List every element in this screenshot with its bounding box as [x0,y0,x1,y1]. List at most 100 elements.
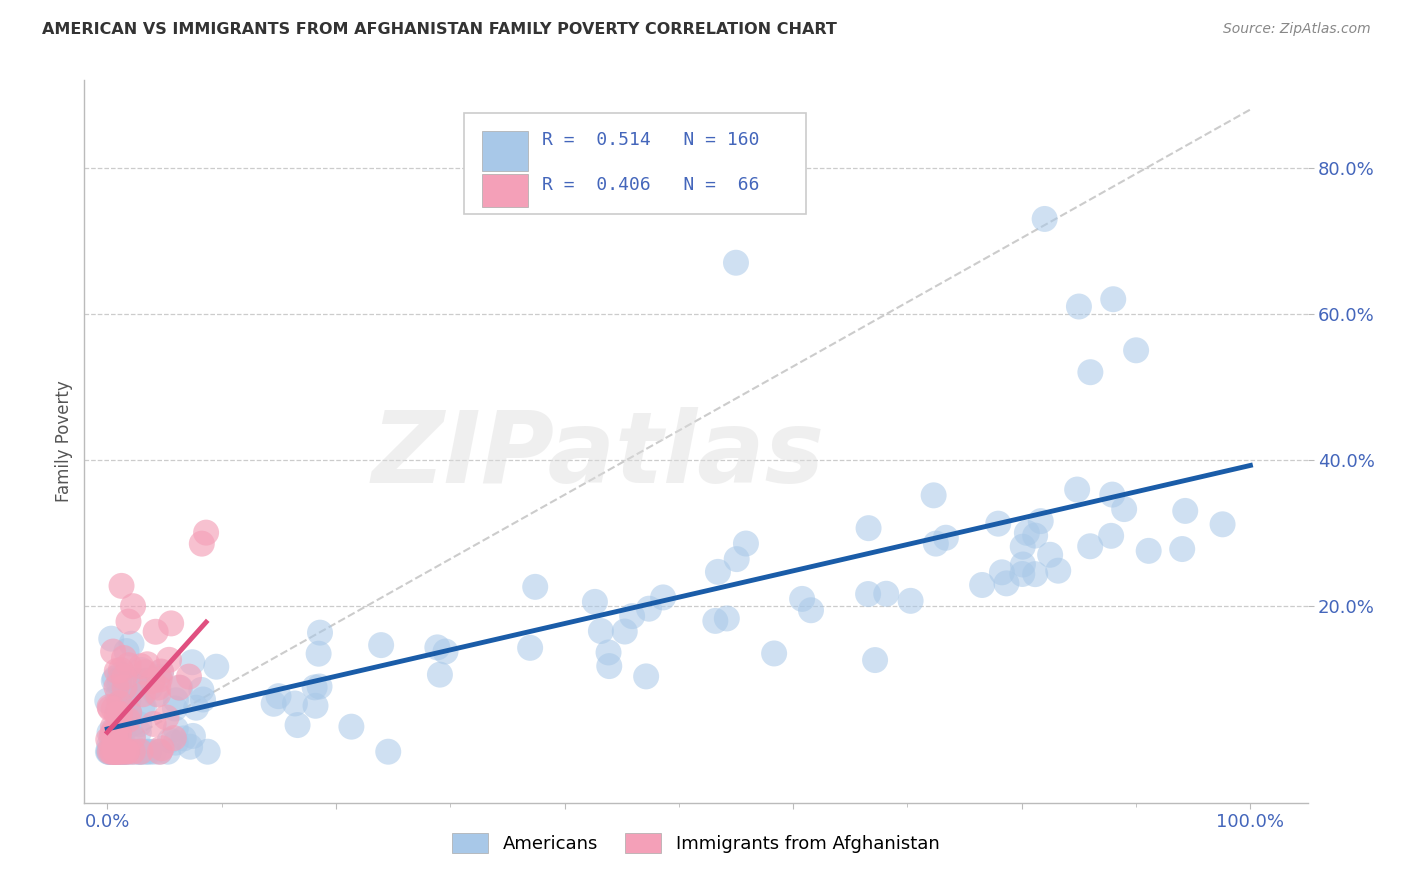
Point [1047,564,1070,578]
Point [621,609,644,624]
Point [150,665,173,679]
Point [103,727,125,741]
Point [1078,539,1101,553]
Point [858,521,880,535]
Point [110,663,132,677]
Point [707,565,730,579]
Point [103,702,125,716]
Point [875,587,897,601]
FancyBboxPatch shape [464,112,806,214]
Text: R =  0.406   N =  66: R = 0.406 N = 66 [541,177,759,194]
Point [991,566,1014,580]
Point [107,703,129,717]
Point [155,710,177,724]
Point [114,745,136,759]
Point [263,697,285,711]
Point [105,707,128,722]
Legend: Americans, Immigrants from Afghanistan: Americans, Immigrants from Afghanistan [447,827,945,859]
Point [97,745,120,759]
Point [110,716,132,731]
Point [110,579,132,593]
Point [169,681,191,695]
Point [195,525,218,540]
Point [1012,558,1035,572]
Point [1125,343,1147,358]
Point [115,644,138,658]
Point [105,745,128,759]
Point [98,725,121,739]
Point [1101,487,1123,501]
Point [104,672,127,686]
Point [519,640,541,655]
Point [150,665,173,679]
Point [100,745,122,759]
Point [105,664,128,678]
Point [163,731,186,745]
Point [638,601,661,615]
Point [304,681,326,695]
Point [115,713,138,727]
Point [135,745,157,759]
Point [284,697,307,711]
Point [583,595,606,609]
Text: AMERICAN VS IMMIGRANTS FROM AFGHANISTAN FAMILY POVERTY CORRELATION CHART: AMERICAN VS IMMIGRANTS FROM AFGHANISTAN … [42,22,837,37]
Point [100,632,122,646]
Point [112,725,135,739]
Point [613,624,636,639]
Point [165,693,187,707]
Point [716,611,738,625]
Point [122,745,145,759]
Point [105,680,128,694]
Point [1099,529,1122,543]
Point [108,672,131,686]
Point [103,745,125,759]
Point [129,745,152,759]
Point [1102,292,1125,306]
Point [426,640,449,655]
Point [103,745,125,759]
Point [652,591,675,605]
Point [118,706,141,721]
Point [98,743,121,757]
Point [136,657,159,672]
Point [110,745,132,759]
Point [922,488,945,502]
Point [159,733,181,747]
Text: ZIPatlas: ZIPatlas [371,408,825,505]
Point [1066,483,1088,497]
Point [114,698,136,713]
Point [101,727,124,741]
Point [148,681,170,695]
Point [108,696,131,710]
Point [995,576,1018,591]
Point [115,745,138,759]
Point [118,745,141,759]
Point [105,745,128,759]
Point [104,727,127,741]
Point [110,745,132,759]
Point [132,745,155,759]
Point [138,745,160,759]
Point [900,594,922,608]
Point [112,670,135,684]
Point [1011,540,1033,554]
Point [122,599,145,614]
Point [149,745,172,759]
Point [1114,502,1136,516]
Point [121,745,143,759]
Point [205,659,228,673]
Point [724,256,747,270]
Point [308,647,330,661]
Point [105,744,128,758]
Point [148,670,170,684]
FancyBboxPatch shape [482,131,529,170]
Point [370,638,392,652]
Point [101,720,124,734]
Point [145,624,167,639]
Point [112,698,135,713]
Point [181,655,204,669]
Point [129,745,152,759]
Point [267,689,290,703]
Point [598,659,620,673]
Point [177,670,200,684]
